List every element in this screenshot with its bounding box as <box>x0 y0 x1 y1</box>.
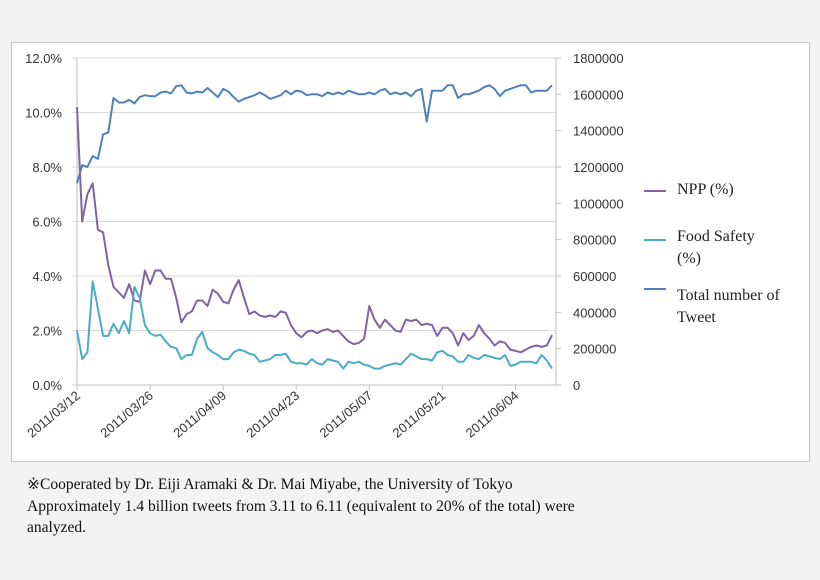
series-line-food-safety <box>76 280 553 370</box>
right-axis-tick-label: 200000 <box>573 342 616 357</box>
series-line-total-number-of-tweet <box>76 84 553 184</box>
left-axis-tick-label: 4.0% <box>32 269 62 284</box>
x-axis-tick-label: 2011/06/04 <box>463 388 522 441</box>
footnote-description: Approximately 1.4 billion tweets from 3.… <box>27 497 575 515</box>
left-axis-tick-label: 10.0% <box>25 106 62 121</box>
axes: 0.0% 2.0% 4.0% 6.0% 8.0% 10.0% 12.0% 0 200000 400… <box>24 51 623 441</box>
legend-label-npp: NPP (%) <box>677 181 734 198</box>
x-axis-tick-label: 2011/04/23 <box>243 388 302 441</box>
right-axis-tick-label: 1800000 <box>573 51 624 66</box>
right-axis-tick-label: 600000 <box>573 269 616 284</box>
legend-label-total-tweets-2: Tweet <box>677 309 716 326</box>
footnote-description-end: analyzed. <box>27 519 86 536</box>
series-lines <box>76 84 553 370</box>
legend-label-total-tweets: Total number of <box>677 287 781 304</box>
left-axis-tick-label: 0.0% <box>32 378 62 393</box>
left-axis-tick-label: 12.0% <box>25 51 62 66</box>
right-axis-tick-label: 400000 <box>573 305 616 320</box>
legend-label-food-safety-2: (%) <box>677 250 701 267</box>
right-axis-tick-label: 0 <box>573 378 580 393</box>
right-axis-tick-label: 1200000 <box>573 160 624 175</box>
x-axis-tick-label: 2011/04/09 <box>170 388 229 441</box>
right-axis-tick-label: 1400000 <box>573 124 624 139</box>
legend: NPP (%) Food Safety (%) Total number of … <box>644 181 781 326</box>
x-axis-tick-label: 2011/05/07 <box>316 388 375 441</box>
footnote-credit: ※Cooperated by Dr. Eiji Aramaki & Dr. Ma… <box>27 476 513 493</box>
right-axis-tick-label: 1600000 <box>573 87 624 102</box>
gridlines <box>72 57 556 386</box>
series-line-npp <box>76 107 553 354</box>
x-axis-tick-label: 2011/05/21 <box>390 388 449 441</box>
left-axis-tick-label: 6.0% <box>32 215 62 230</box>
left-axis-tick-label: 2.0% <box>32 324 62 339</box>
footnote: ※Cooperated by Dr. Eiji Aramaki & Dr. Ma… <box>27 474 687 539</box>
right-axis-tick-label: 1000000 <box>573 196 624 211</box>
left-axis-tick-label: 8.0% <box>32 160 62 175</box>
x-axis-tick-label: 2011/03/26 <box>97 388 156 441</box>
right-axis-tick-label: 800000 <box>573 233 616 248</box>
x-axis-tick-label: 2011/03/12 <box>24 388 83 441</box>
legend-label-food-safety: Food Safety <box>677 228 755 245</box>
